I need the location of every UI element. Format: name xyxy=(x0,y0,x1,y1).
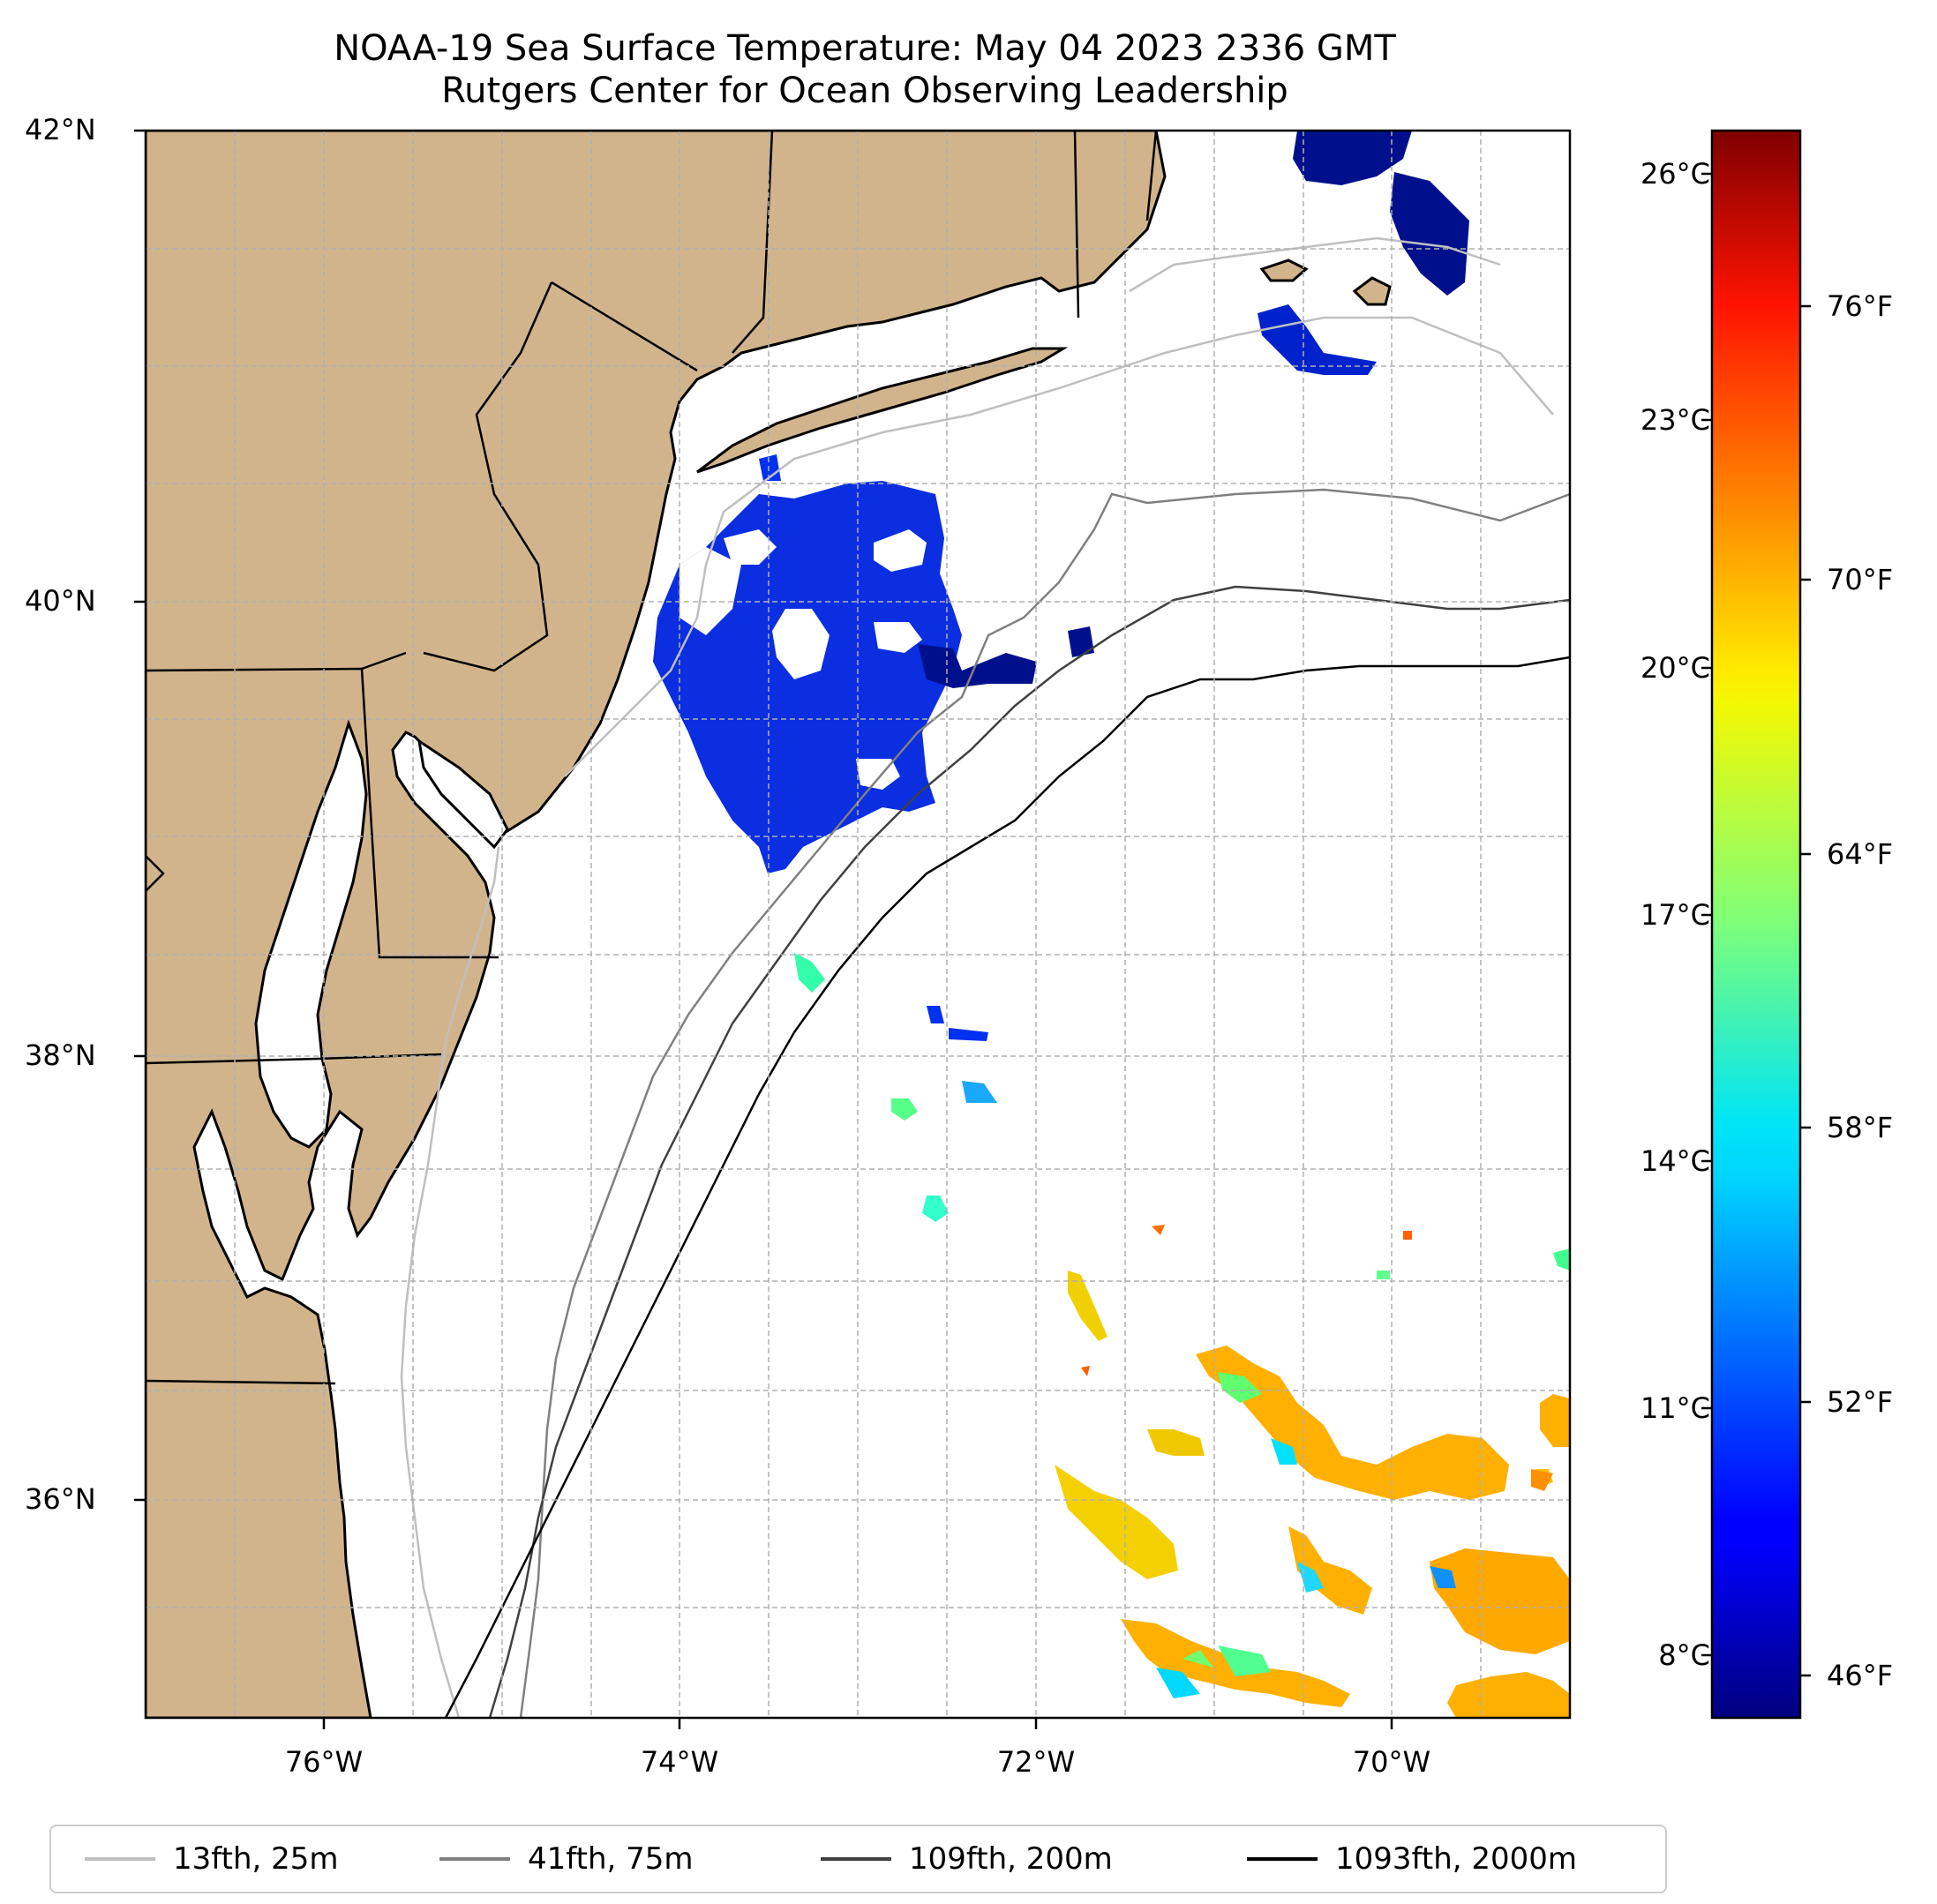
lon-label-74: 74°W xyxy=(640,1745,719,1779)
colorbar xyxy=(1710,129,1802,1720)
map-title: NOAA-19 Sea Surface Temperature: May 04 … xyxy=(334,28,1396,69)
delaware-bay xyxy=(417,738,509,850)
legend-item-200m: 109fth, 200m xyxy=(821,1826,1113,1892)
colorbar-fahrenheit-label: 64°F xyxy=(1827,837,1894,871)
sst-warm-patches xyxy=(1055,1271,1570,1718)
legend-label: 1093fth, 2000m xyxy=(1335,1841,1578,1877)
legend-item-75m: 41fth, 75m xyxy=(439,1826,694,1892)
sst-mid-patches xyxy=(794,953,1570,1698)
lat-label-38: 38°N xyxy=(25,1038,96,1072)
marthas-vineyard xyxy=(1259,259,1309,282)
lon-label-72: 72°W xyxy=(996,1745,1076,1779)
long-island xyxy=(696,347,1069,474)
gridlines xyxy=(146,131,1570,1718)
colorbar-fahrenheit-label: 58°F xyxy=(1827,1111,1894,1144)
colorbar-celsius-label: 11°C xyxy=(1640,1391,1710,1425)
legend-item-2000m: 1093fth, 2000m xyxy=(1247,1826,1577,1892)
map-subtitle: Rutgers Center for Ocean Observing Leade… xyxy=(441,71,1288,111)
colorbar-celsius-label: 23°C xyxy=(1640,403,1710,437)
state-borders xyxy=(146,131,1158,1385)
lat-label-40: 40°N xyxy=(25,584,96,618)
lat-label-42: 42°N xyxy=(25,113,96,146)
contour-legend: 13fth, 25m 41fth, 75m 109fth, 200m 1093f… xyxy=(49,1825,1667,1893)
colorbar-fahrenheit-label: 46°F xyxy=(1827,1659,1894,1692)
colorbar-celsius-label: 17°C xyxy=(1640,898,1710,932)
colorbar-celsius-label: 20°C xyxy=(1640,651,1710,685)
map-frame xyxy=(144,129,1572,1720)
legend-label: 109fth, 200m xyxy=(909,1841,1113,1877)
lat-label-36: 36°N xyxy=(25,1482,96,1516)
legend-swatch xyxy=(439,1857,510,1861)
colorbar-fahrenheit-label: 76°F xyxy=(1827,289,1894,323)
legend-swatch xyxy=(821,1857,891,1861)
colorbar-celsius-label: 26°C xyxy=(1640,157,1710,191)
legend-label: 41fth, 75m xyxy=(528,1841,694,1877)
legend-swatch xyxy=(85,1857,155,1861)
depth-contours xyxy=(400,236,1570,1718)
nantucket xyxy=(1352,276,1392,306)
colorbar-celsius-label: 8°C xyxy=(1658,1638,1710,1672)
legend-label: 13fth, 25m xyxy=(173,1841,339,1877)
legend-swatch xyxy=(1247,1857,1318,1861)
chesapeake-bay xyxy=(254,719,368,1149)
lon-label-76: 76°W xyxy=(284,1745,364,1779)
colorbar-fahrenheit-label: 52°F xyxy=(1827,1385,1894,1419)
land-mainland xyxy=(146,131,1167,1718)
lon-label-70: 70°W xyxy=(1352,1745,1431,1779)
legend-item-25m: 13fth, 25m xyxy=(85,1826,339,1892)
colorbar-fahrenheit-label: 70°F xyxy=(1827,563,1894,596)
axis-ticks xyxy=(134,129,1393,1729)
colorbar-ticks xyxy=(1701,172,1811,1677)
colorbar-celsius-label: 14°C xyxy=(1640,1144,1710,1178)
